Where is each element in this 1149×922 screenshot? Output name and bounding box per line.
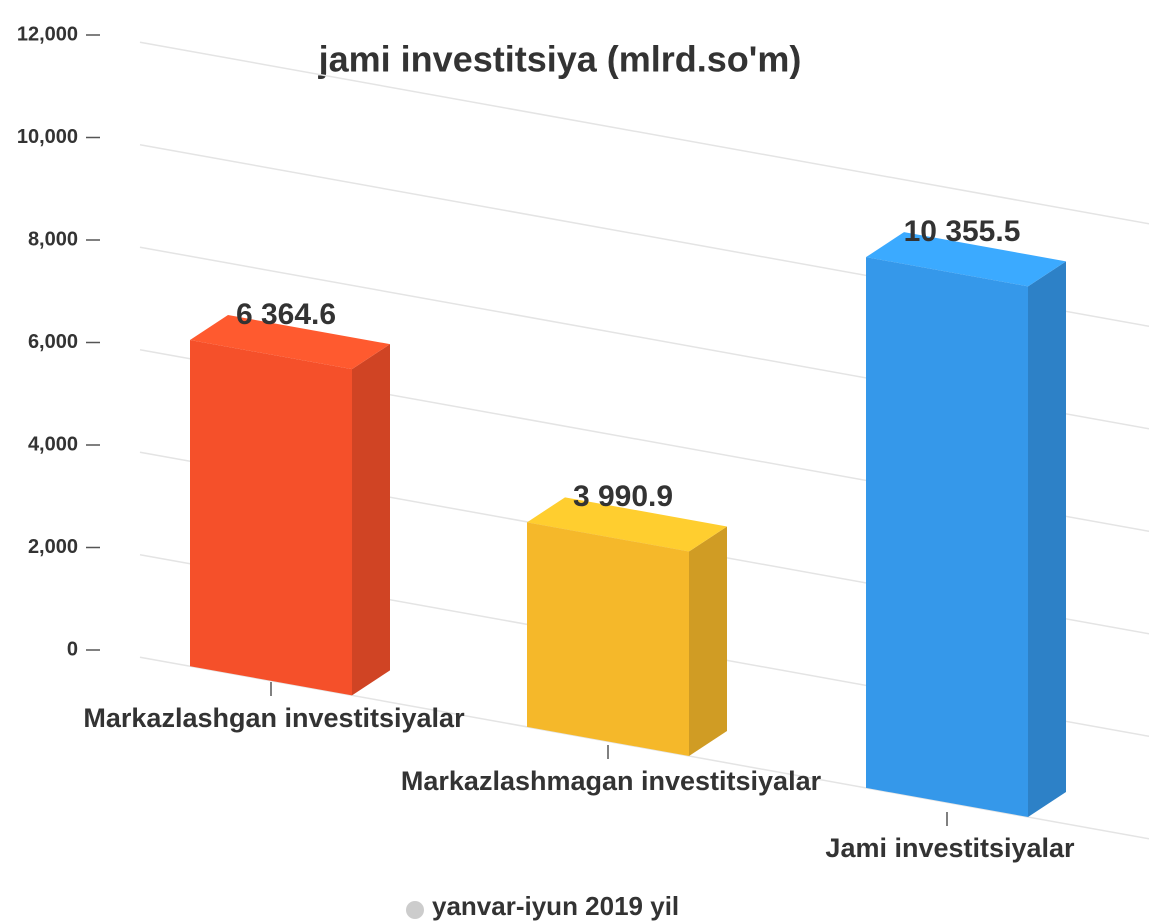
y-tick-label: 8,000 bbox=[28, 228, 78, 250]
legend-marker bbox=[406, 901, 424, 919]
y-tick-label: 0 bbox=[67, 638, 78, 660]
bar-side bbox=[1028, 261, 1066, 818]
bar bbox=[527, 522, 689, 757]
bar-top bbox=[527, 497, 727, 552]
x-tick-label: Markazlashgan investitsiyalar bbox=[83, 703, 465, 733]
y-tick-label: 2,000 bbox=[28, 536, 78, 558]
y-tick-label: 6,000 bbox=[28, 331, 78, 353]
x-tick-label: Markazlashmagan investitsiyalar bbox=[401, 766, 822, 796]
y-tick-label: 12,000 bbox=[17, 23, 78, 45]
value-label: 3 990.9 bbox=[573, 480, 673, 513]
value-label: 10 355.5 bbox=[904, 215, 1021, 248]
y-tick-label: 10,000 bbox=[17, 126, 78, 148]
bar bbox=[866, 257, 1028, 818]
value-label: 6 364.6 bbox=[236, 298, 336, 331]
grid-line bbox=[139, 41, 1149, 225]
bar-top bbox=[866, 232, 1066, 287]
chart-title: jami investitsiya (mlrd.so'm) bbox=[318, 39, 802, 80]
legend-label: yanvar-iyun 2019 yil bbox=[432, 891, 679, 921]
bar-side bbox=[689, 526, 727, 757]
bar-side bbox=[352, 344, 390, 696]
x-tick-label: Jami investitsiyalar bbox=[825, 833, 1075, 863]
bar-top bbox=[190, 315, 390, 370]
y-tick-label: 4,000 bbox=[28, 433, 78, 455]
bar bbox=[190, 340, 352, 696]
